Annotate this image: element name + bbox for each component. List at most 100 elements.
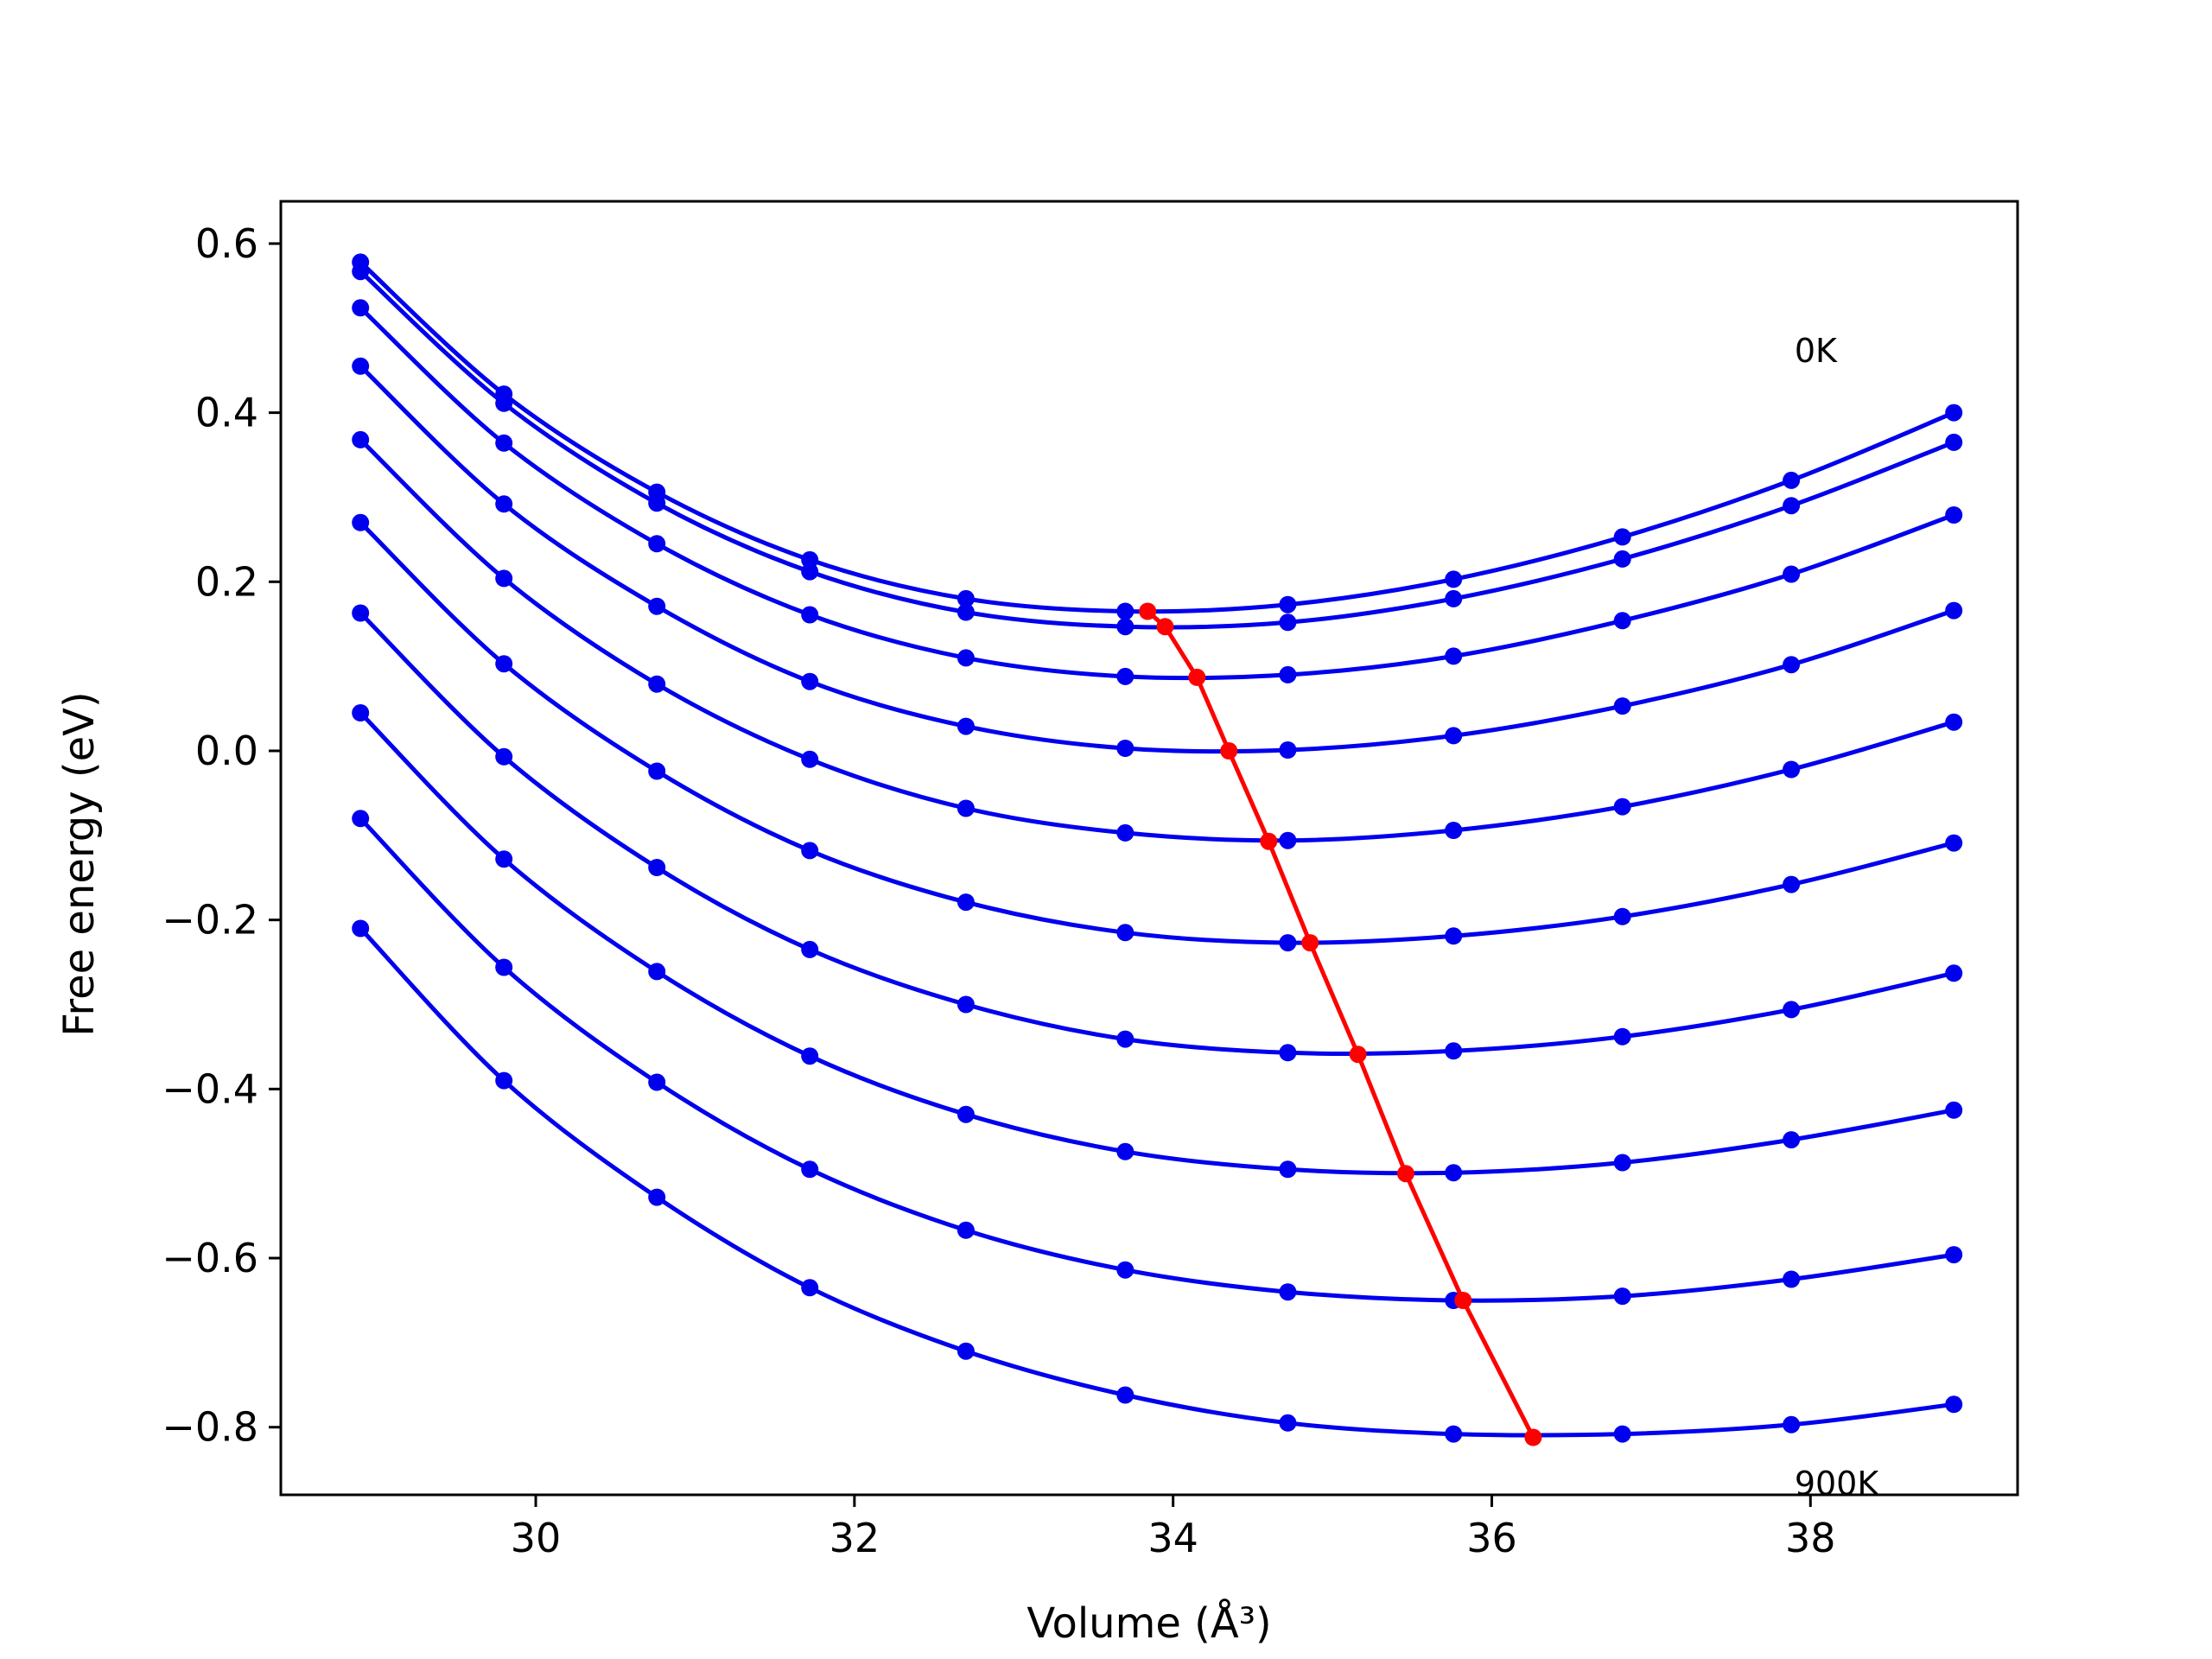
data-point xyxy=(1783,656,1801,674)
data-point xyxy=(1116,740,1135,757)
data-point xyxy=(495,495,513,513)
data-point xyxy=(1445,1164,1463,1182)
data-point xyxy=(1945,404,1963,422)
data-point xyxy=(648,963,666,981)
data-point xyxy=(352,299,370,317)
x-tick-label: 30 xyxy=(511,1515,562,1561)
data-point xyxy=(352,810,370,828)
plot-area xyxy=(352,253,1963,1446)
data-point xyxy=(1445,647,1463,665)
data-point xyxy=(1783,760,1801,779)
data-point xyxy=(1945,1246,1963,1264)
data-point xyxy=(648,1073,666,1091)
minimum-point xyxy=(1349,1046,1367,1064)
data-point xyxy=(352,919,370,938)
y-axis: 0.6 0.4 0.2 0.0 −0.2 −0.4 −0.6 −0.8 xyxy=(162,220,281,1451)
data-point xyxy=(1279,665,1297,683)
data-point xyxy=(801,550,819,569)
data-point xyxy=(1445,927,1463,945)
data-point xyxy=(957,589,975,607)
minimum-point xyxy=(1188,668,1206,686)
data-point xyxy=(1116,667,1135,685)
data-point xyxy=(1279,741,1297,759)
data-point xyxy=(1279,1160,1297,1179)
data-point xyxy=(352,357,370,375)
y-tick-label: −0.8 xyxy=(162,1404,258,1451)
data-point xyxy=(495,747,513,766)
data-point xyxy=(801,563,819,581)
data-point xyxy=(648,535,666,553)
data-point xyxy=(1613,697,1631,715)
data-point xyxy=(957,1342,975,1360)
data-point xyxy=(1945,713,1963,731)
data-point xyxy=(801,940,819,958)
data-point xyxy=(1116,823,1135,842)
y-axis-label: Free energy (eV) xyxy=(55,691,104,1036)
data-point xyxy=(495,1071,513,1090)
data-point xyxy=(1783,875,1801,893)
data-point xyxy=(648,1188,666,1206)
data-point xyxy=(1279,1044,1297,1062)
data-point xyxy=(801,842,819,860)
minimum-point xyxy=(1260,832,1278,850)
data-point xyxy=(801,1279,819,1297)
data-point xyxy=(1945,964,1963,982)
data-point xyxy=(495,850,513,868)
annotation-0k: 0K xyxy=(1795,332,1838,370)
data-point xyxy=(1445,1042,1463,1060)
data-point xyxy=(1613,798,1631,816)
data-point xyxy=(495,434,513,452)
y-tick-label: −0.4 xyxy=(162,1065,258,1112)
data-point xyxy=(1279,1283,1297,1301)
data-point xyxy=(1783,565,1801,583)
minimum-point xyxy=(1139,602,1157,620)
data-point xyxy=(1783,471,1801,489)
data-point xyxy=(495,569,513,588)
y-tick-label: 0.4 xyxy=(195,390,258,436)
x-axis-label: Volume (Å³) xyxy=(1027,1599,1271,1648)
data-point xyxy=(1116,924,1135,942)
data-point xyxy=(495,958,513,976)
x-tick-label: 34 xyxy=(1147,1515,1198,1561)
y-tick-label: 0.0 xyxy=(195,728,258,774)
data-point xyxy=(1783,1270,1801,1288)
data-point xyxy=(1279,613,1297,632)
data-point xyxy=(1279,595,1297,613)
data-point xyxy=(1279,831,1297,849)
data-point xyxy=(801,606,819,624)
data-point xyxy=(1783,1415,1801,1433)
data-point xyxy=(648,494,666,512)
data-point xyxy=(957,1105,975,1123)
y-tick-label: 0.2 xyxy=(195,558,258,605)
data-point xyxy=(495,394,513,412)
minimum-point xyxy=(1220,742,1238,760)
data-point xyxy=(352,604,370,622)
data-point xyxy=(1613,612,1631,630)
minimum-point xyxy=(1156,618,1174,636)
data-point xyxy=(352,704,370,721)
x-axis: 30 32 34 36 38 xyxy=(511,1495,1836,1561)
data-point xyxy=(1945,506,1963,524)
data-point xyxy=(1445,727,1463,745)
data-point xyxy=(957,603,975,621)
data-point xyxy=(1116,602,1135,620)
data-point xyxy=(352,430,370,448)
data-point xyxy=(957,1221,975,1239)
data-point xyxy=(1116,1142,1135,1160)
data-point xyxy=(648,859,666,876)
minimum-point xyxy=(1524,1428,1542,1446)
data-point xyxy=(352,263,370,281)
data-point xyxy=(1945,601,1963,620)
data-point xyxy=(1445,822,1463,839)
x-tick-label: 38 xyxy=(1785,1515,1836,1561)
series-line xyxy=(359,926,1955,1438)
data-point xyxy=(1613,907,1631,925)
minimum-point xyxy=(1396,1165,1414,1183)
data-point xyxy=(1445,570,1463,588)
data-point xyxy=(801,1047,819,1065)
data-point xyxy=(1945,1101,1963,1119)
data-point xyxy=(648,597,666,615)
x-tick-label: 32 xyxy=(830,1515,880,1561)
data-point xyxy=(648,762,666,780)
